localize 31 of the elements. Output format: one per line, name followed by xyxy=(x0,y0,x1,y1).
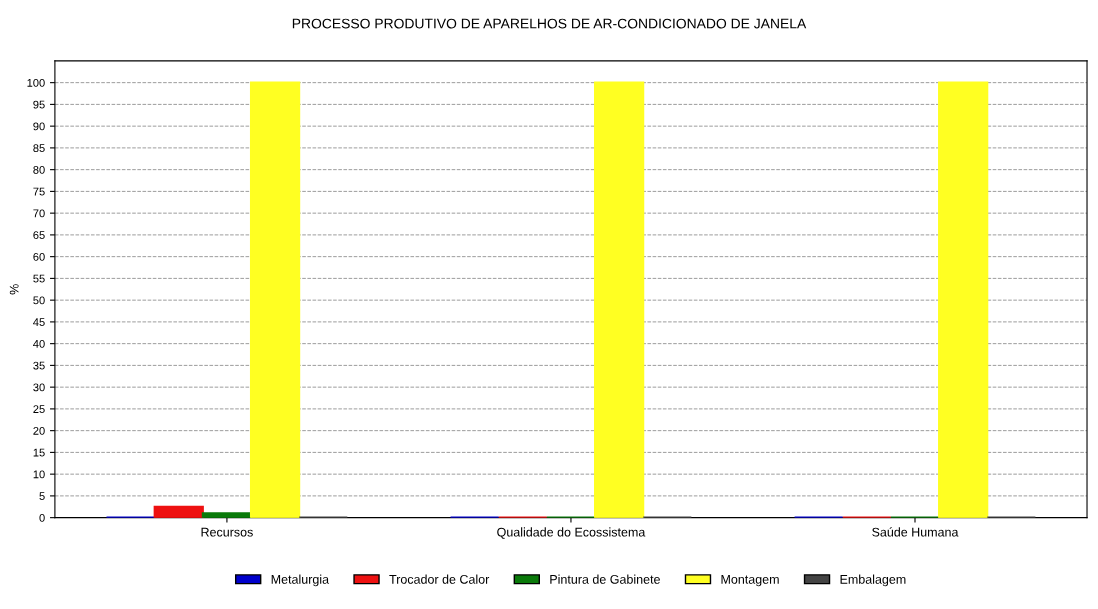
y-tick-label: 30 xyxy=(33,383,45,392)
y-tick-label: 10 xyxy=(33,470,45,479)
y-tick-label: 55 xyxy=(33,274,45,283)
y-tick-label: 20 xyxy=(33,426,45,435)
y-tick-label: 5 xyxy=(39,492,45,501)
legend-label: Montagem xyxy=(721,575,779,587)
legend-label: Metalurgia xyxy=(271,574,330,587)
y-tick-label: 40 xyxy=(33,339,45,348)
y-tick-label: 45 xyxy=(33,318,45,327)
y-tick-label: 100 xyxy=(27,78,45,87)
y-tick-label: 60 xyxy=(33,252,45,261)
y-tick-label: 75 xyxy=(33,187,45,196)
y-tick-label: 80 xyxy=(33,165,45,174)
x-tick-label: Saúde Humana xyxy=(872,527,959,537)
y-tick-label: 35 xyxy=(33,361,45,370)
y-tick-label: 85 xyxy=(33,144,45,153)
legend-label: Embalagem xyxy=(840,574,906,587)
x-tick-label: Recursos xyxy=(201,527,253,537)
y-tick-label: 0 xyxy=(39,513,45,522)
legend-label: Trocador de Calor xyxy=(389,574,490,584)
y-tick-label: 95 xyxy=(33,100,45,109)
y-tick-label: 50 xyxy=(33,296,45,305)
y-tick-label: 15 xyxy=(33,448,45,457)
legend-label: Pintura de Gabinete xyxy=(550,574,660,584)
y-tick-label: 25 xyxy=(33,405,45,414)
y-tick-label: 90 xyxy=(33,122,45,131)
y-tick-label: 65 xyxy=(33,231,45,240)
y-tick-label: 70 xyxy=(33,209,45,218)
x-tick-label: Qualidade do Ecossistema xyxy=(497,527,646,539)
y-axis-title: % xyxy=(9,284,19,295)
chart-title: PROCESSO PRODUTIVO DE APARELHOS DE AR-CONDICIONADO DE JANELA xyxy=(292,18,807,29)
